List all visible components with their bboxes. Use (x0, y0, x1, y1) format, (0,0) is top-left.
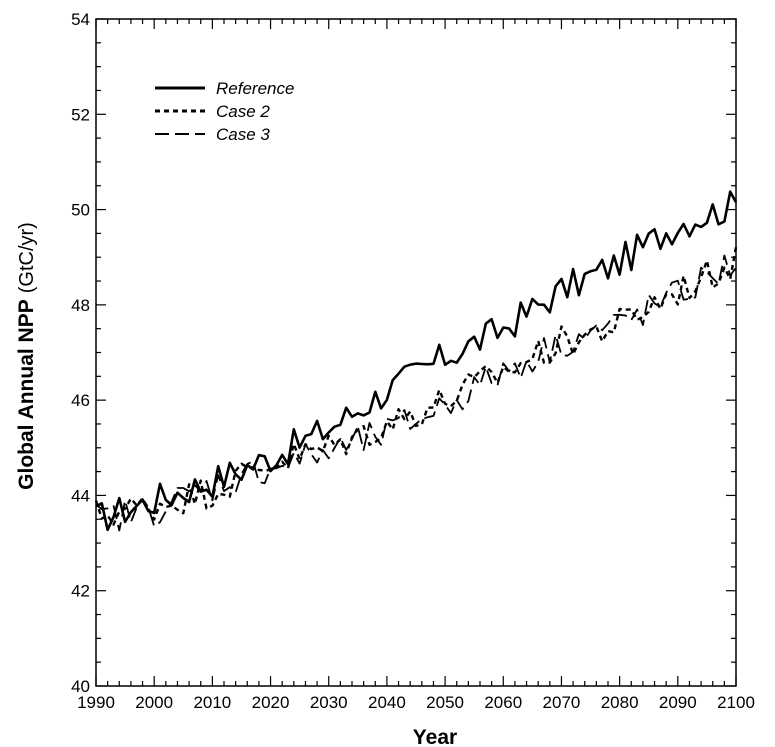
x-tick-label: 2000 (135, 693, 173, 712)
x-tick-label: 2020 (252, 693, 290, 712)
x-tick-label: 2090 (659, 693, 697, 712)
x-tick-label: 2040 (368, 693, 406, 712)
series-line-case-2 (94, 246, 738, 526)
series-line-reference (95, 190, 738, 532)
y-tick-label: 48 (71, 296, 90, 315)
series-line-case-3 (95, 254, 737, 532)
x-tick-label: 1990 (77, 693, 115, 712)
y-tick-label: 52 (71, 105, 90, 124)
y-tick-label: 46 (71, 391, 90, 410)
plot-frame (95, 18, 737, 687)
x-tick-label: 2050 (426, 693, 464, 712)
x-tick-label: 2080 (601, 693, 639, 712)
y-tick-label: 50 (71, 201, 90, 220)
x-tick-label: 2060 (484, 693, 522, 712)
plot-axes: 1990 2000 2010 2020 2030 2040 2050 2060 2070 2080… (71, 10, 755, 712)
x-axis-title: Year (413, 726, 457, 747)
x-tick-label: 2030 (310, 693, 348, 712)
y-axis-title: Global Annual NPP (GtC/yr) (15, 222, 38, 490)
y-tick-label: 54 (71, 10, 90, 29)
y-tick-label: 40 (71, 677, 90, 696)
legend-label-reference: Reference (216, 79, 294, 98)
legend-label-case-3: Case 3 (216, 125, 270, 144)
legend: Reference Case 2 Case 3 (155, 79, 294, 144)
y-axis-unit: (GtC/yr) (16, 222, 38, 293)
y-axis-title-text: Global Annual NPP (15, 299, 38, 490)
x-tick-label: 2010 (193, 693, 231, 712)
y-tick-label: 42 (71, 582, 90, 601)
x-tick-label: 2100 (717, 693, 755, 712)
x-tick-label: 2070 (543, 693, 581, 712)
legend-label-case-2: Case 2 (216, 102, 270, 121)
y-tick-label: 44 (71, 486, 90, 505)
series-layer (94, 190, 738, 532)
